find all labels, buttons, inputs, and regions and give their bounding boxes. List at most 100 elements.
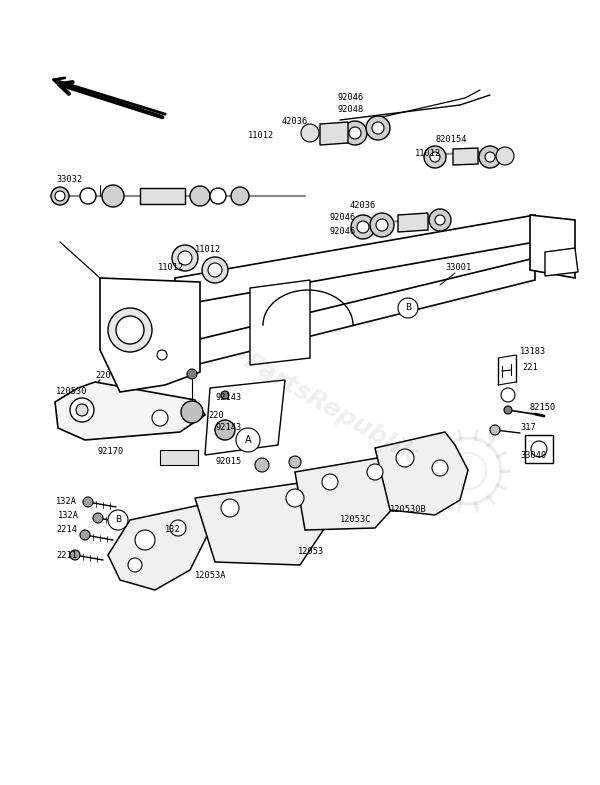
- Circle shape: [366, 116, 390, 140]
- Text: 82150: 82150: [530, 403, 556, 412]
- Circle shape: [236, 428, 260, 452]
- Text: A: A: [245, 435, 251, 445]
- FancyBboxPatch shape: [160, 450, 198, 465]
- Circle shape: [289, 456, 301, 468]
- Polygon shape: [195, 480, 330, 565]
- Text: 92046: 92046: [330, 214, 356, 222]
- Text: PartsRepublik: PartsRepublik: [239, 349, 421, 467]
- Circle shape: [430, 152, 440, 162]
- Circle shape: [435, 215, 445, 225]
- Circle shape: [286, 489, 304, 507]
- Circle shape: [490, 425, 500, 435]
- Circle shape: [367, 464, 383, 480]
- Circle shape: [429, 209, 451, 231]
- Text: 120530B: 120530B: [390, 506, 427, 514]
- Text: 2211: 2211: [56, 550, 77, 560]
- FancyBboxPatch shape: [525, 435, 553, 463]
- Circle shape: [80, 530, 90, 540]
- Circle shape: [396, 449, 414, 467]
- Text: 33040: 33040: [520, 451, 546, 459]
- Polygon shape: [55, 382, 205, 440]
- Text: 220: 220: [208, 411, 224, 419]
- Text: 120530: 120530: [56, 388, 88, 396]
- Circle shape: [51, 187, 69, 205]
- Circle shape: [128, 558, 142, 572]
- Circle shape: [221, 391, 229, 399]
- Circle shape: [504, 406, 512, 414]
- Polygon shape: [320, 122, 348, 145]
- Polygon shape: [205, 380, 285, 455]
- Polygon shape: [100, 278, 200, 392]
- Circle shape: [485, 152, 495, 162]
- Text: 11012: 11012: [415, 148, 441, 158]
- Circle shape: [170, 520, 186, 536]
- Circle shape: [424, 146, 446, 168]
- Circle shape: [83, 497, 93, 507]
- Circle shape: [70, 398, 94, 422]
- Circle shape: [349, 127, 361, 139]
- Text: B: B: [115, 516, 121, 524]
- Polygon shape: [175, 258, 535, 370]
- Text: 92015: 92015: [215, 458, 241, 466]
- Text: B: B: [405, 304, 411, 312]
- Circle shape: [531, 441, 547, 457]
- Text: 132A: 132A: [56, 498, 77, 506]
- Circle shape: [343, 121, 367, 145]
- Text: 11012: 11012: [248, 132, 274, 141]
- Circle shape: [116, 316, 144, 344]
- Circle shape: [70, 550, 80, 560]
- Text: 2214: 2214: [56, 525, 77, 535]
- Text: 132A: 132A: [58, 512, 79, 520]
- Text: 12053A: 12053A: [195, 571, 227, 580]
- Polygon shape: [453, 148, 478, 165]
- Circle shape: [357, 221, 369, 233]
- Text: 92170: 92170: [98, 447, 124, 457]
- Polygon shape: [175, 215, 535, 306]
- Circle shape: [55, 191, 65, 201]
- Text: 42036: 42036: [282, 118, 308, 126]
- Circle shape: [210, 188, 226, 204]
- Circle shape: [215, 420, 235, 440]
- Text: 11012: 11012: [195, 246, 221, 254]
- Text: 33001: 33001: [445, 264, 471, 272]
- Text: 11012: 11012: [158, 264, 184, 272]
- Circle shape: [178, 251, 192, 265]
- Circle shape: [76, 404, 88, 416]
- Circle shape: [370, 213, 394, 237]
- Text: 12053: 12053: [298, 547, 324, 557]
- Text: 92046: 92046: [330, 227, 356, 236]
- Circle shape: [376, 219, 388, 231]
- Circle shape: [351, 215, 375, 239]
- Circle shape: [372, 122, 384, 134]
- Circle shape: [432, 460, 448, 476]
- Text: 33032: 33032: [56, 176, 82, 184]
- Circle shape: [80, 188, 96, 204]
- Circle shape: [135, 530, 155, 550]
- Circle shape: [108, 308, 152, 352]
- Text: 317: 317: [520, 423, 536, 433]
- Text: 12053C: 12053C: [340, 516, 371, 524]
- Circle shape: [322, 474, 338, 490]
- Circle shape: [479, 146, 501, 168]
- Text: 13183: 13183: [520, 348, 546, 356]
- Text: 92143: 92143: [215, 393, 241, 403]
- Circle shape: [202, 257, 228, 283]
- Circle shape: [301, 124, 319, 142]
- Polygon shape: [530, 215, 575, 278]
- Text: 92143: 92143: [215, 423, 241, 433]
- Circle shape: [221, 499, 239, 517]
- Text: 132: 132: [165, 525, 181, 535]
- Circle shape: [152, 410, 168, 426]
- Circle shape: [102, 185, 124, 207]
- Text: 221: 221: [522, 363, 538, 373]
- Polygon shape: [250, 280, 310, 365]
- Text: 42036: 42036: [350, 200, 376, 210]
- Text: 220: 220: [95, 371, 111, 381]
- Circle shape: [172, 245, 198, 271]
- Circle shape: [190, 186, 210, 206]
- Circle shape: [231, 187, 249, 205]
- Circle shape: [108, 510, 128, 530]
- Text: 820154: 820154: [435, 136, 467, 144]
- Circle shape: [255, 458, 269, 472]
- Circle shape: [181, 401, 203, 423]
